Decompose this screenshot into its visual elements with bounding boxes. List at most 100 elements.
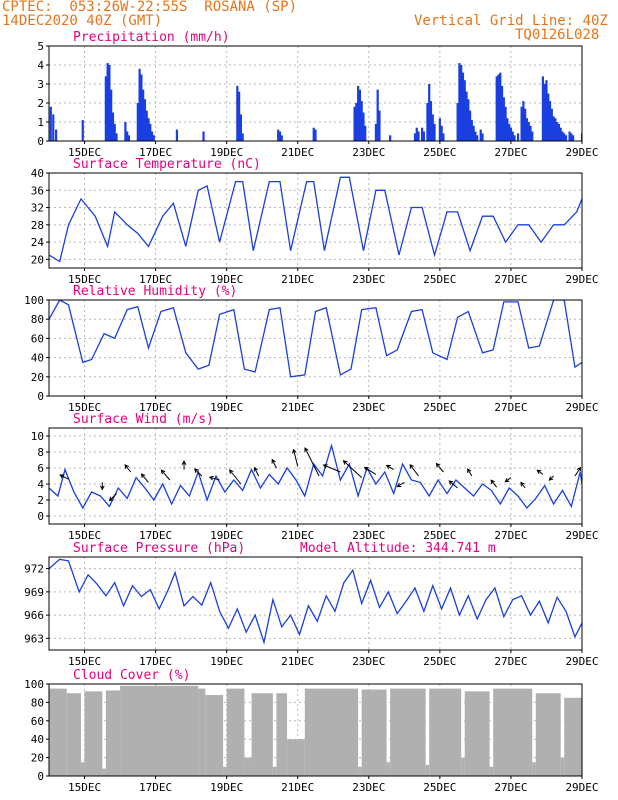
precipitation-bar [362, 112, 365, 141]
pressure-xtick-label: 25DEC [423, 655, 456, 668]
cloud-cover-bar [105, 690, 121, 776]
precipitation-bar [460, 65, 463, 141]
wind-arrow [322, 464, 341, 473]
wind-arrow [160, 469, 171, 481]
wind-arrow [342, 460, 363, 478]
pressure-xtick-label: 27DEC [494, 655, 527, 668]
cloud-cover-bar [49, 688, 67, 776]
precipitation-bar [440, 125, 443, 141]
temperature-xtick-label: 17DEC [139, 273, 172, 286]
cloud-cover-bar [493, 688, 533, 776]
wind-arrow [253, 466, 260, 477]
precipitation-bar [520, 106, 523, 141]
precipitation-ytick-label: 3 [37, 78, 44, 91]
precipitation-bar [202, 131, 205, 141]
precipitation-bar [142, 89, 145, 141]
cloud-cover-xtick-label: 17DEC [139, 781, 172, 794]
precipitation-bar [150, 131, 154, 141]
pressure-xtick-label: 29DEC [565, 655, 598, 668]
wind-ytick-label: 2 [37, 494, 44, 507]
precipitation-bar [138, 68, 141, 141]
precipitation-ytick-label: 0 [37, 135, 44, 148]
cloud-cover-bar [244, 757, 252, 776]
precipitation-bar [529, 125, 532, 141]
precipitation-xtick-label: 17DEC [139, 146, 172, 159]
humidity-xtick-label: 21DEC [281, 401, 314, 414]
precipitation-bar [572, 135, 575, 141]
precipitation-ytick-label: 4 [37, 59, 44, 72]
precipitation-bar [508, 123, 511, 141]
cloud-cover-ytick-label: 100 [24, 678, 44, 691]
precipitation-bar [140, 74, 143, 141]
precipitation-bar [564, 135, 568, 141]
precipitation-bar [472, 125, 475, 141]
precipitation-bar [550, 108, 553, 141]
temperature-ytick-label: 36 [31, 184, 44, 197]
precipitation-bar [108, 65, 111, 141]
cloud-cover-bar [84, 691, 103, 776]
wind-arrow [574, 466, 582, 477]
wind-arrow [108, 493, 117, 502]
pressure-ytick-label: 969 [24, 586, 44, 599]
cloud-cover-bar [251, 693, 273, 776]
precipitation-bar [374, 123, 378, 141]
cloud-cover-xtick-label: 21DEC [281, 781, 314, 794]
precipitation-bar [278, 131, 282, 141]
humidity-xtick-label: 19DEC [210, 401, 243, 414]
wind-ytick-label: 0 [37, 510, 44, 523]
precipitation-bar [55, 129, 58, 141]
precipitation-xtick-label: 27DEC [494, 146, 527, 159]
temperature-panel [46, 172, 583, 271]
cloud-cover-bar [66, 693, 81, 776]
humidity-xtick-label: 25DEC [423, 401, 456, 414]
wind-arrow [435, 462, 444, 473]
pressure-ytick-label: 972 [24, 563, 44, 576]
cloud-cover-panel [46, 683, 583, 779]
precipitation-bar [104, 76, 107, 141]
cloud-cover-bar [390, 688, 426, 776]
wind-arrow [396, 481, 405, 488]
pressure-xtick-label: 21DEC [281, 655, 314, 668]
station-header: CPTEC: 053:26W-22:55S ROSANA (SP) [2, 0, 298, 15]
temperature-xtick-label: 25DEC [423, 273, 456, 286]
vertical-grid-label: Vertical Grid Line: 40Z [414, 13, 608, 29]
wind-arrow [181, 460, 187, 470]
precipitation-bar [552, 116, 555, 141]
precipitation-xtick-label: 23DEC [352, 146, 385, 159]
precipitation-bar [458, 63, 461, 141]
run-date-label: 14DEC2020 40Z (GMT) [2, 13, 163, 29]
precipitation-bar [126, 131, 129, 141]
humidity-panel [46, 299, 583, 399]
precipitation-bar [106, 63, 109, 141]
cloud-cover-bar [276, 693, 288, 776]
humidity-ytick-label: 80 [31, 313, 44, 326]
precipitation-bar [481, 133, 484, 141]
precipitation-bar [145, 110, 148, 141]
precipitation-bar [413, 133, 417, 141]
precipitation-bar [463, 80, 466, 141]
cloud-cover-bar [560, 757, 565, 776]
precipitation-xtick-label: 15DEC [68, 146, 101, 159]
precipitation-bar [421, 127, 424, 141]
wind-arrow [467, 468, 473, 477]
precipitation-bar [557, 123, 561, 141]
wind-arrow [59, 474, 69, 480]
cloud-cover-xtick-label: 15DEC [68, 781, 101, 794]
wind-arrow [536, 469, 544, 475]
precipitation-bar [417, 131, 420, 141]
pressure-series-line [49, 558, 582, 645]
precipitation-bar [81, 120, 84, 141]
wind-arrow [409, 463, 419, 477]
temperature-series-line [49, 176, 582, 263]
precipitation-bar [495, 76, 498, 141]
pressure-xtick-label: 17DEC [139, 655, 172, 668]
pressure-ytick-label: 966 [24, 609, 44, 622]
precipitation-bar [111, 112, 115, 141]
precipitation-bar [502, 97, 505, 141]
temperature-ytick-label: 28 [31, 219, 44, 232]
precipitation-bar [476, 135, 479, 141]
precipitation-bar [143, 99, 147, 141]
wind-arrow [229, 469, 242, 485]
wind-xtick-label: 19DEC [210, 529, 243, 542]
precipitation-bar [580, 133, 582, 141]
